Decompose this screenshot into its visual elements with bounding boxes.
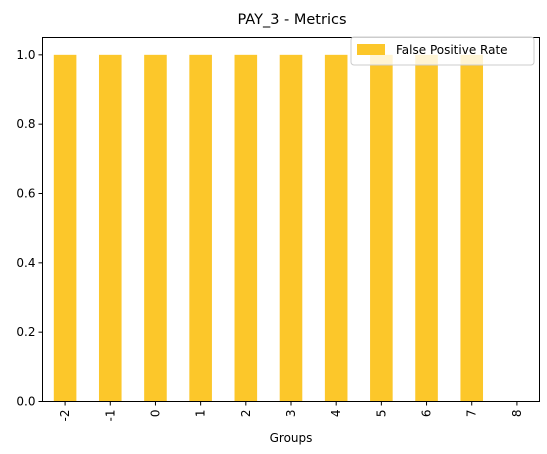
- x-tick-label: -1: [103, 410, 117, 422]
- x-tick-label: -2: [58, 410, 72, 422]
- bar: [234, 54, 258, 402]
- x-tick-label: 6: [420, 410, 434, 418]
- y-tick-label: 0.2: [16, 325, 35, 339]
- bar: [144, 54, 167, 402]
- bar: [324, 54, 348, 402]
- plot-frame: [42, 37, 540, 402]
- bars-group: [53, 54, 484, 402]
- y-tick-label: 0.0: [16, 395, 35, 409]
- x-tick-label: 0: [148, 410, 162, 418]
- bar: [279, 54, 303, 402]
- x-tick-label: 5: [374, 410, 388, 418]
- x-tick-label: 3: [284, 410, 298, 418]
- y-tick-label: 0.8: [16, 117, 35, 131]
- chart-title: PAY_3 - Metrics: [237, 12, 346, 28]
- bar: [415, 54, 438, 402]
- legend: False Positive Rate: [350, 36, 535, 66]
- legend-label: False Positive Rate: [396, 43, 508, 57]
- y-axis-ticks: 0.0 0.2 0.4 0.6 0.8 1.0: [16, 48, 43, 409]
- bar: [189, 54, 212, 402]
- x-tick-label: 8: [510, 410, 524, 418]
- x-axis-label: Groups: [270, 431, 313, 445]
- y-tick-label: 1.0: [16, 48, 35, 62]
- legend-swatch: [357, 44, 385, 55]
- x-axis-ticks: -2 -1 0 1 2 3 4 5 6 7 8: [58, 401, 524, 422]
- legend-box: [350, 36, 535, 66]
- bar: [370, 54, 393, 402]
- y-tick-label: 0.4: [16, 256, 35, 270]
- x-tick-label: 7: [465, 410, 479, 418]
- y-tick-label: 0.6: [16, 187, 35, 201]
- bar: [460, 54, 484, 402]
- x-tick-label: 4: [329, 410, 343, 418]
- x-tick-label: 1: [194, 410, 208, 418]
- bar: [53, 54, 77, 402]
- x-tick-label: 2: [239, 410, 253, 418]
- bar: [98, 54, 122, 402]
